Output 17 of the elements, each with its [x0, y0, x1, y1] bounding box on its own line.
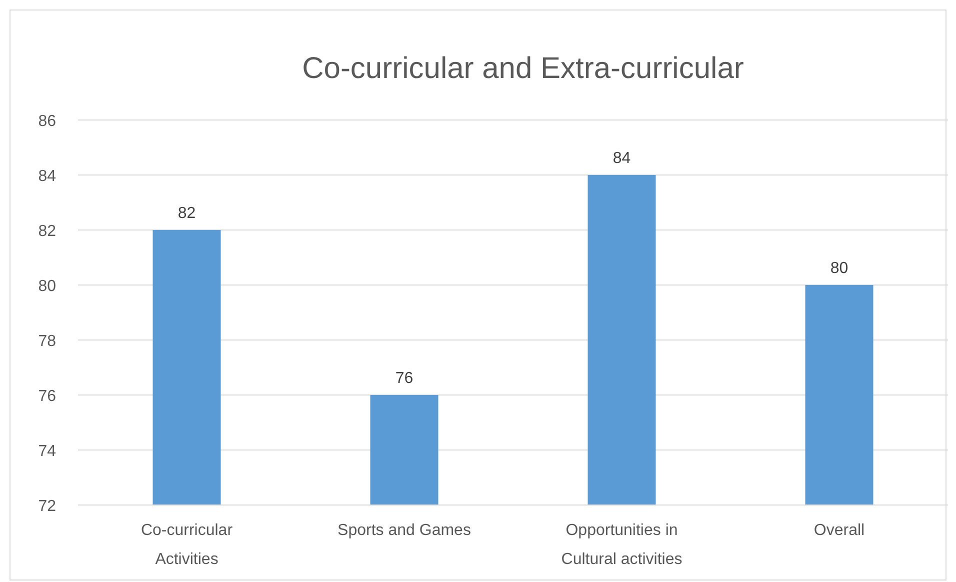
chart-title: Co-curricular and Extra-curricular	[302, 52, 744, 85]
y-tick-label: 82	[38, 223, 56, 240]
y-tick-label: 72	[38, 498, 56, 515]
y-tick-label: 84	[38, 168, 56, 185]
data-label: 76	[395, 370, 414, 387]
data-label: 82	[178, 205, 196, 222]
y-tick-label: 74	[38, 443, 56, 460]
y-tick-label: 76	[38, 388, 56, 405]
x-tick-label: Co-curricular Activities	[140, 522, 234, 568]
y-tick-label: 78	[38, 333, 56, 350]
x-tick-label: Opportunities in Cultural activities	[561, 522, 682, 568]
x-tick-label: Overall	[814, 522, 865, 539]
data-label: 84	[612, 150, 631, 167]
data-label: 80	[830, 260, 848, 277]
y-tick-label: 86	[38, 113, 56, 130]
y-tick-label: 80	[38, 278, 56, 295]
x-tick-label: Sports and Games	[338, 522, 471, 539]
